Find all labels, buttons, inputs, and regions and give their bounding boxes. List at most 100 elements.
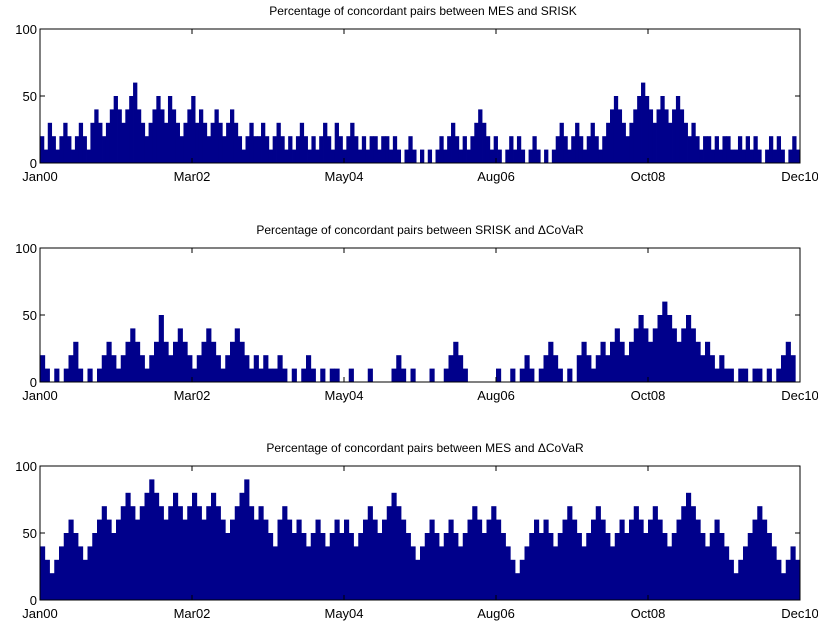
bar	[586, 136, 592, 163]
bar	[111, 355, 117, 382]
bar	[652, 506, 658, 600]
bar	[179, 136, 184, 163]
bar	[439, 546, 445, 600]
bar	[792, 136, 797, 163]
bar	[543, 519, 549, 600]
x-tick-label: Aug06	[477, 388, 515, 403]
bar	[125, 492, 131, 600]
bar	[301, 533, 307, 600]
bar	[121, 122, 126, 163]
bar	[149, 479, 155, 600]
bar	[454, 136, 460, 163]
bar	[244, 479, 250, 600]
bar	[780, 149, 785, 163]
bar	[509, 136, 514, 163]
bar	[90, 122, 95, 163]
bar	[741, 149, 747, 163]
bar	[354, 136, 359, 163]
bar	[675, 96, 681, 163]
bar	[497, 149, 502, 163]
bar	[196, 506, 202, 600]
bar	[130, 506, 136, 600]
bar	[192, 492, 198, 600]
ticks: 0 50 100 Jan00 Mar02 May04 Aug06 Oct08 Dec10	[15, 22, 818, 184]
x-tick-label: Aug06	[477, 606, 515, 621]
x-tick-label: Dec10	[781, 169, 818, 184]
bar	[638, 315, 644, 382]
bar	[536, 149, 541, 163]
x-tick-label: May04	[324, 606, 363, 621]
x-tick-label: Jan00	[22, 606, 57, 621]
bar	[268, 368, 274, 382]
bar	[249, 368, 255, 382]
bar	[367, 506, 373, 600]
bar	[434, 533, 440, 600]
bar	[135, 341, 141, 382]
x-tick-label: Mar02	[174, 169, 211, 184]
bar	[101, 355, 107, 382]
bar	[263, 355, 269, 382]
bar	[154, 341, 160, 382]
bar	[68, 519, 74, 600]
bar	[551, 149, 557, 163]
bar	[253, 519, 259, 600]
bar	[602, 136, 607, 163]
bar	[220, 368, 226, 382]
bar	[97, 368, 103, 382]
bar	[621, 122, 626, 163]
bar	[765, 149, 770, 163]
bar	[567, 149, 572, 163]
bar	[553, 546, 559, 600]
bar	[467, 519, 473, 600]
bar	[261, 122, 266, 163]
bar	[447, 136, 452, 163]
bar	[529, 368, 535, 382]
bar	[690, 506, 696, 600]
bar	[306, 546, 312, 600]
bar	[63, 122, 68, 163]
bar	[676, 519, 682, 600]
bar	[168, 506, 174, 600]
bar	[781, 355, 787, 382]
bar	[790, 546, 796, 600]
bar	[745, 136, 750, 163]
y-tick-label: 100	[15, 22, 37, 37]
bar	[695, 341, 701, 382]
x-tick-label: Oct08	[631, 388, 666, 403]
y-tick-label: 0	[30, 375, 37, 390]
bar	[106, 341, 112, 382]
bar	[557, 533, 563, 600]
bar	[532, 136, 537, 163]
bar	[268, 533, 274, 600]
bar	[472, 506, 478, 600]
chart-title: Percentage of concordant pairs between S…	[256, 223, 584, 237]
bar	[482, 122, 487, 163]
bar	[462, 136, 467, 163]
bar	[264, 136, 270, 163]
bar	[102, 136, 107, 163]
bar	[94, 109, 99, 163]
bar	[619, 341, 625, 382]
bar	[493, 136, 498, 163]
bar	[263, 519, 269, 600]
bar	[606, 122, 611, 163]
bar	[120, 506, 126, 600]
bar	[187, 109, 192, 163]
bar	[439, 136, 444, 163]
bar	[743, 368, 749, 382]
bar	[249, 506, 255, 600]
bar	[610, 341, 616, 382]
bar	[667, 546, 673, 600]
bar	[292, 149, 297, 163]
bar	[372, 519, 378, 600]
bar	[291, 533, 297, 600]
bar	[687, 136, 692, 163]
bar	[329, 368, 335, 382]
x-tick-label: May04	[324, 169, 363, 184]
bar	[719, 533, 725, 600]
bar	[664, 109, 669, 163]
bar	[40, 546, 46, 600]
bar	[59, 546, 65, 600]
bar	[686, 492, 692, 600]
bar	[230, 519, 236, 600]
